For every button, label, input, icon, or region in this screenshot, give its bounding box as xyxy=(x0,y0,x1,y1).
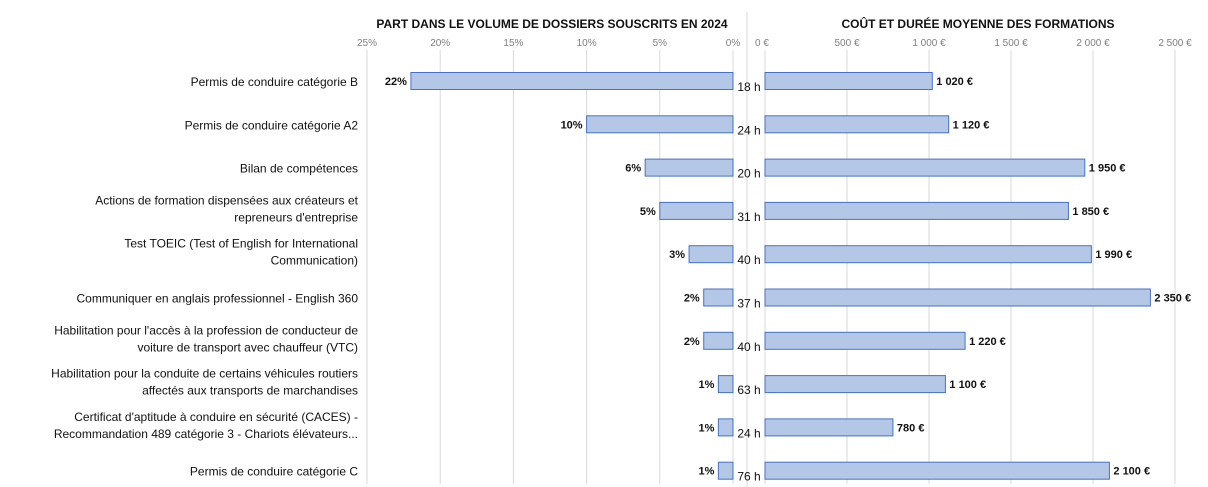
cost-value-label: 2 350 € xyxy=(1154,293,1191,305)
chart-row: Actions de formation dispensées aux créa… xyxy=(95,193,1109,224)
duration-label: 40 h xyxy=(737,253,760,267)
share-value-label: 6% xyxy=(625,163,641,175)
category-label: Habilitation pour la conduite de certain… xyxy=(51,367,358,381)
cost-bar xyxy=(764,158,1086,177)
share-value-label: 2% xyxy=(684,293,700,305)
category-label: Bilan de compétences xyxy=(240,162,358,176)
cost-value-label: 2 100 € xyxy=(1113,466,1150,478)
cost-value-label: 1 990 € xyxy=(1095,249,1132,261)
category-label: Habilitation pour l'accès à la professio… xyxy=(54,323,358,337)
duration-label: 24 h xyxy=(737,426,760,440)
share-value-label: 22% xyxy=(385,76,407,88)
cost-value-label: 1 850 € xyxy=(1072,206,1109,218)
left-tick-label: 0% xyxy=(726,38,741,49)
category-label: affectés aux transports de marchandises xyxy=(142,384,358,398)
cost-bar xyxy=(764,288,1151,307)
chart-row: Habilitation pour la conduite de certain… xyxy=(51,367,986,398)
duration-label: 31 h xyxy=(737,210,760,224)
duration-label: 63 h xyxy=(737,383,760,397)
chart-row: Bilan de compétences 6% 1 950 € 20 h xyxy=(240,158,1126,181)
left-tick-label: 5% xyxy=(653,38,668,49)
cost-value-label: 1 120 € xyxy=(953,119,990,131)
right-tick-label: 2 500 € xyxy=(1158,38,1192,49)
left-gridlines xyxy=(366,50,734,484)
duration-label: 18 h xyxy=(737,80,760,94)
duration-label: 40 h xyxy=(737,340,760,354)
share-value-label: 1% xyxy=(698,466,714,478)
chart-row: Permis de conduire catégorie B 22% 1 020 €… xyxy=(191,72,973,94)
share-value-label: 1% xyxy=(698,379,714,391)
right-tick-label: 2 000 € xyxy=(1076,38,1110,49)
category-label: voiture de transport avec chauffeur (VTC… xyxy=(137,340,358,354)
share-bar xyxy=(717,461,734,480)
category-label: Communiquer en anglais professionnel - E… xyxy=(77,292,359,306)
right-axis-ticks: 0 € 500 € 1 000 € 1 500 € 2 000 € 2 500 € xyxy=(755,38,1192,49)
chart-row: Permis de conduire catégorie A2 10% 1 120 … xyxy=(185,115,990,137)
share-bar xyxy=(659,201,734,220)
share-value-label: 3% xyxy=(669,249,685,261)
cost-bar xyxy=(764,331,966,350)
right-chart-title: COÛT ET DURÉE MOYENNE DES FORMATIONS xyxy=(841,16,1114,31)
cost-value-label: 1 100 € xyxy=(949,379,986,391)
cost-bar xyxy=(764,115,950,134)
share-bar xyxy=(586,115,734,134)
left-axis-ticks: 25% 20% 15% 10% 5% 0% xyxy=(357,38,740,49)
left-tick-label: 10% xyxy=(577,38,597,49)
category-label: Certificat d'aptitude à conduire en sécu… xyxy=(74,410,358,424)
cost-value-label: 1 220 € xyxy=(969,336,1006,348)
category-label: repreneurs d'entreprise xyxy=(234,210,358,224)
share-bar xyxy=(688,245,734,264)
left-tick-label: 25% xyxy=(357,38,377,49)
cost-bar xyxy=(764,245,1092,264)
chart-row: Communiquer en anglais professionnel - E… xyxy=(77,288,1191,311)
share-bar xyxy=(717,375,734,394)
right-tick-label: 1 500 € xyxy=(994,38,1028,49)
chart-row: Certificat d'aptitude à conduire en sécu… xyxy=(54,410,925,441)
category-label: Test TOEIC (Test of English for Internat… xyxy=(124,237,358,251)
category-label: Recommandation 489 catégorie 3 - Chariot… xyxy=(54,427,358,441)
share-bar xyxy=(644,158,734,177)
share-bar xyxy=(410,72,734,90)
category-label: Permis de conduire catégorie B xyxy=(191,75,358,89)
share-value-label: 10% xyxy=(561,119,583,131)
share-value-label: 2% xyxy=(684,336,700,348)
chart-rows: Permis de conduire catégorie B 22% 1 020 €… xyxy=(51,72,1191,484)
duration-label: 24 h xyxy=(737,123,760,137)
cost-bar xyxy=(764,375,946,394)
left-tick-label: 15% xyxy=(503,38,523,49)
cost-bar xyxy=(764,461,1110,480)
right-tick-label: 0 € xyxy=(755,38,769,49)
cost-bar xyxy=(764,72,933,90)
chart-row: Test TOEIC (Test of English for Internat… xyxy=(124,237,1132,268)
left-chart-title: PART DANS LE VOLUME DE DOSSIERS SOUSCRIT… xyxy=(376,17,728,31)
right-tick-label: 500 € xyxy=(834,38,859,49)
share-bar xyxy=(703,288,734,307)
cost-value-label: 780 € xyxy=(897,422,925,434)
share-value-label: 5% xyxy=(640,206,656,218)
share-value-label: 1% xyxy=(698,422,714,434)
left-tick-label: 20% xyxy=(430,38,450,49)
cost-value-label: 1 950 € xyxy=(1089,163,1126,175)
cost-bar xyxy=(764,418,894,437)
category-label: Permis de conduire catégorie C xyxy=(190,465,358,479)
category-label: Permis de conduire catégorie A2 xyxy=(185,118,359,132)
category-label: Communication) xyxy=(271,254,358,268)
share-bar xyxy=(717,418,734,437)
share-bar xyxy=(703,331,734,350)
duration-label: 37 h xyxy=(737,297,760,311)
chart-row: Permis de conduire catégorie C 1% 2 100 € 7… xyxy=(190,461,1150,484)
cost-bar xyxy=(764,201,1069,220)
category-label: Actions de formation dispensées aux créa… xyxy=(95,193,358,207)
chart-row: Habilitation pour l'accès à la professio… xyxy=(54,323,1006,354)
cost-value-label: 1 020 € xyxy=(936,76,973,88)
duration-label: 20 h xyxy=(737,167,760,181)
duration-label: 76 h xyxy=(737,470,760,484)
right-tick-label: 1 000 € xyxy=(912,38,946,49)
